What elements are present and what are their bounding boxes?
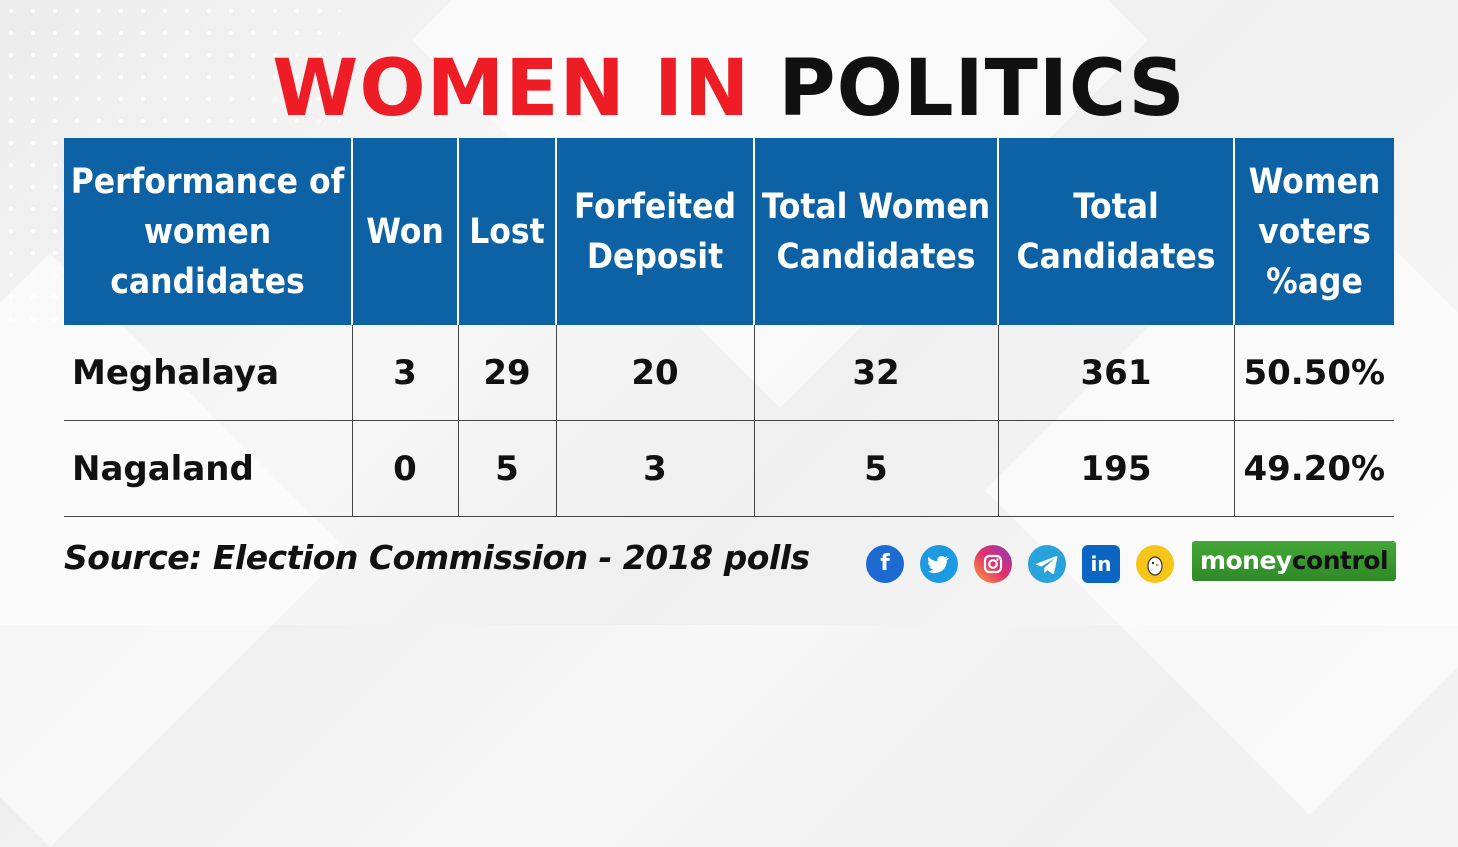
header-lost: Lost (457, 138, 556, 325)
title-part-red: WOMEN IN (272, 44, 751, 134)
header-performance: Performance of women candidates (64, 138, 352, 325)
cell-total-women: 5 (753, 420, 998, 517)
cell-total-women: 32 (753, 325, 998, 421)
koo-icon[interactable] (1136, 545, 1174, 583)
header-women-voters: Women voters %age (1233, 138, 1394, 325)
cell-total-candidates: 361 (997, 325, 1234, 421)
cell-won: 3 (351, 325, 458, 421)
instagram-icon[interactable] (974, 545, 1012, 583)
title-part-black: POLITICS (778, 44, 1186, 134)
header-won: Won (351, 138, 458, 325)
cell-lost: 29 (457, 325, 556, 421)
cell-forfeited: 3 (555, 420, 754, 517)
table-header-row: Performance of women candidates Won Lost… (64, 138, 1394, 325)
table-row: Nagaland 0 5 3 5 195 49.20% (64, 420, 1394, 517)
cell-state: Nagaland (64, 420, 352, 517)
cell-forfeited: 20 (555, 325, 754, 421)
source-note: Source: Election Commission - 2018 polls (64, 538, 810, 577)
brand-control: control (1291, 546, 1389, 575)
cell-lost: 5 (457, 420, 556, 517)
cell-women-voters: 49.20% (1233, 420, 1394, 517)
cell-total-candidates: 195 (997, 420, 1234, 517)
page-title: WOMEN IN POLITICS (0, 44, 1458, 134)
linkedin-icon[interactable]: in (1082, 545, 1120, 583)
telegram-icon[interactable] (1028, 545, 1066, 583)
header-total-women-candidates: Total Women Candidates (753, 138, 998, 325)
cell-state: Meghalaya (64, 325, 352, 421)
twitter-icon[interactable] (920, 545, 958, 583)
cell-women-voters: 50.50% (1233, 325, 1394, 421)
results-table: Performance of women candidates Won Lost… (64, 138, 1394, 517)
header-total-candidates: Total Candidates (997, 138, 1234, 325)
facebook-icon[interactable]: f (866, 545, 904, 583)
moneycontrol-logo: moneycontrol (1192, 541, 1396, 581)
table-row: Meghalaya 3 29 20 32 361 50.50% (64, 325, 1394, 421)
brand-money: money (1199, 546, 1292, 575)
header-forfeited-deposit: Forfeited Deposit (555, 138, 754, 325)
cell-won: 0 (351, 420, 458, 517)
